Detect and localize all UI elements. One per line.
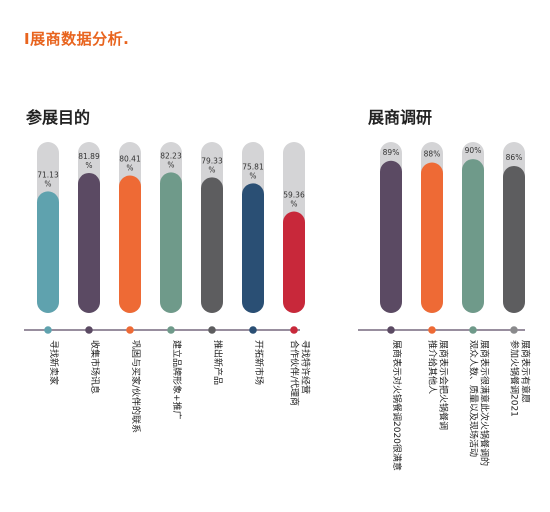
value-label-line: 86% [506, 153, 523, 162]
category-dot [167, 326, 175, 334]
category-label: 巩固与买家/伙伴的联系 [130, 340, 142, 433]
value-label: 86% [506, 153, 523, 162]
bar-2 [78, 172, 100, 313]
value-label-line: 90% [465, 146, 482, 155]
chart-title-exhibitor-survey: 展商调研 [368, 108, 433, 127]
value-label-line: 82.23 [160, 151, 182, 160]
bar-4 [160, 172, 182, 313]
bar-3 [462, 159, 484, 313]
category-label: 开拓新市场 [253, 340, 265, 385]
category-label: 合作伙伴/代理商 [289, 340, 301, 406]
value-label-line: % [290, 199, 297, 208]
value-label: 81.89% [78, 152, 100, 170]
bar-5 [201, 177, 223, 313]
category-label: 展商表示对火锅餐调2020很满意 [391, 340, 403, 471]
category-dot [44, 326, 52, 334]
category-label: 推介给其他人 [427, 340, 439, 394]
value-label-line: 80.41 [119, 154, 141, 163]
category-label: 展商表示会把火锅餐调 [438, 340, 450, 430]
value-label: 71.13% [37, 170, 59, 188]
category-dot [510, 326, 518, 334]
value-label-line: 89% [383, 148, 400, 157]
category-label: 寻找特许经营 [300, 340, 312, 394]
bar-6 [242, 183, 264, 313]
value-label-line: % [208, 165, 215, 174]
bar-2 [421, 162, 443, 313]
value-label: 80.41% [119, 154, 141, 172]
page-title: I展商数据分析. [24, 30, 130, 48]
bar-3 [119, 175, 141, 313]
value-label: 89% [383, 148, 400, 157]
value-label-line: 79.33 [201, 156, 223, 165]
bar-7 [283, 211, 305, 313]
category-dot [290, 326, 298, 334]
category-dot [126, 326, 134, 334]
value-label-line: 71.13 [37, 170, 59, 179]
value-label: 90% [465, 146, 482, 155]
category-label: 展商表示很满意此次火锅餐调的 [479, 340, 491, 466]
value-label-line: 88% [424, 150, 441, 159]
category-label: 寻找新卖家 [48, 340, 60, 385]
chart-survey: 89% 展商表示对火锅餐调2020很满意 88% 推介给其他人 展商表示会把火锅餐调 90… [358, 142, 532, 471]
bar-4 [503, 165, 525, 313]
category-dot [208, 326, 216, 334]
category-label: 观众人数、质量以及现场活动 [468, 340, 480, 457]
bar-1 [380, 160, 402, 313]
category-dot [428, 326, 436, 334]
bar-1 [37, 191, 59, 313]
value-label-line: % [167, 160, 174, 169]
category-label: 参加火锅餐调2021 [509, 340, 521, 417]
category-label: 收集市场讯息 [89, 340, 101, 394]
value-label-line: % [44, 179, 51, 188]
value-label-line: 59.36 [283, 190, 305, 199]
category-dot [85, 326, 93, 334]
category-dot [249, 326, 257, 334]
value-label: 82.23% [160, 151, 182, 169]
category-label: 建立品牌形象+推广 [171, 340, 183, 420]
value-label-line: 81.89 [78, 152, 100, 161]
chart-goals: 71.13 % 寻找新卖家 81.89 % 收集市场讯息 80.41 % 巩固与买家/伙伴的联系… [24, 142, 312, 433]
category-dot [387, 326, 395, 334]
value-label: 59.36% [283, 190, 305, 208]
category-label: 展商表示有意愿 [520, 340, 532, 403]
category-label: 推出新产品 [212, 340, 224, 385]
chart-title-participation-goals: 参展目的 [26, 108, 91, 127]
category-dot [469, 326, 477, 334]
value-label: 75.81% [242, 162, 264, 180]
value-label-line: % [249, 171, 256, 180]
value-label-line: 75.81 [242, 162, 264, 171]
value-label-line: % [126, 163, 133, 172]
value-label: 79.33% [201, 156, 223, 174]
value-label: 88% [424, 150, 441, 159]
value-label-line: % [85, 161, 92, 170]
